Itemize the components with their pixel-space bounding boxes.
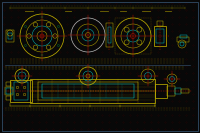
Bar <box>6 88 12 94</box>
Bar <box>115 18 151 54</box>
Bar <box>175 88 181 94</box>
Bar <box>167 86 175 96</box>
Bar <box>5 87 13 95</box>
Bar <box>177 37 189 42</box>
Bar <box>10 80 32 102</box>
Bar <box>6 96 11 100</box>
Bar <box>14 82 28 100</box>
Bar <box>30 79 155 103</box>
Bar <box>108 27 111 43</box>
Bar <box>154 26 166 46</box>
Bar <box>106 23 113 47</box>
Bar <box>8 33 12 39</box>
Bar <box>42 84 134 98</box>
Bar <box>6 30 14 42</box>
Bar <box>180 35 187 38</box>
Bar <box>181 89 189 93</box>
Bar <box>156 29 164 43</box>
Bar <box>155 84 167 98</box>
Bar <box>6 82 11 86</box>
Bar <box>38 82 138 100</box>
Bar <box>157 21 163 26</box>
